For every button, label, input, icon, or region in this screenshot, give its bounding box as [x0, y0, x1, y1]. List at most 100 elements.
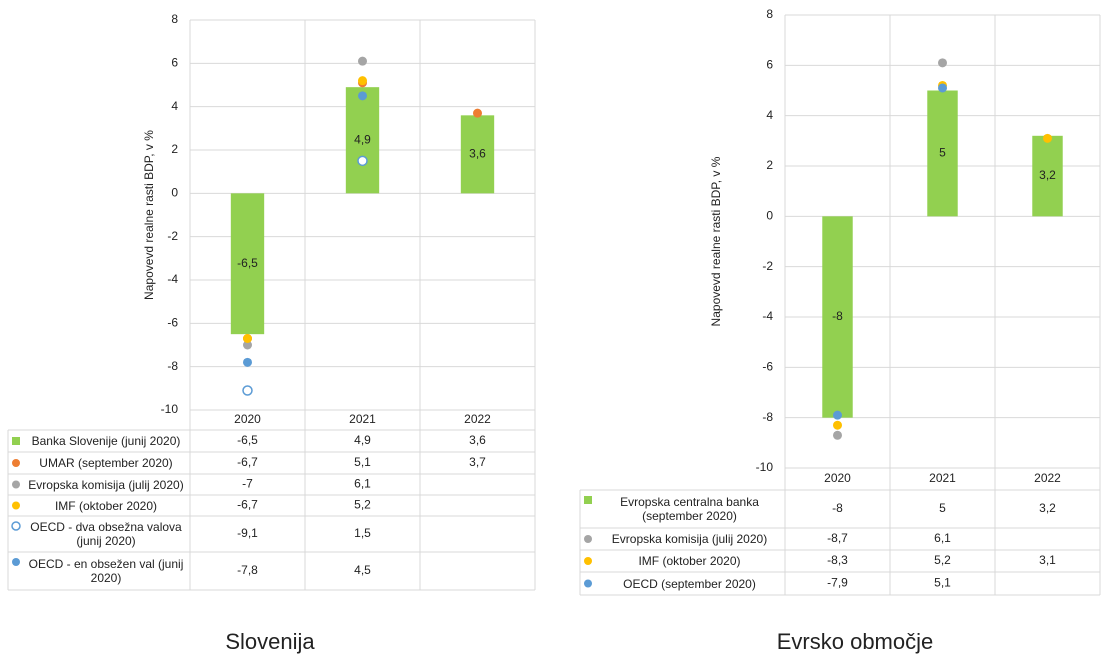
table-cell: 5,1: [354, 455, 371, 469]
y-tick-label: -2: [762, 259, 773, 273]
legend-entry: Evropska komisija (julij 2020): [611, 532, 768, 546]
point: [938, 83, 947, 93]
legend-marker: [584, 535, 592, 543]
bar: [1032, 135, 1063, 217]
table-cell: -9,1: [237, 526, 258, 540]
x-tick-label: 2020: [824, 471, 851, 485]
legend-text: Evropska komisija (julij 2020): [28, 477, 184, 492]
bar: [822, 216, 853, 418]
table-cell: 5,2: [934, 553, 951, 567]
y-tick-label: 0: [766, 209, 773, 223]
legend-text: IMF (oktober 2020): [638, 554, 741, 568]
y-tick-label: 0: [171, 186, 178, 200]
legend-text: OECD - en obsežen val (junij 2020): [28, 557, 184, 585]
table-cell: 6,1: [354, 477, 371, 491]
x-tick-label: 2022: [464, 412, 491, 426]
point: [358, 56, 367, 66]
legend-text: Evropska komisija (julij 2020): [611, 532, 768, 546]
x-tick-label: 2021: [349, 412, 376, 426]
legend-text: Evropska centralna banka (september 2020…: [620, 495, 759, 523]
y-tick-label: -10: [756, 460, 774, 474]
y-tick-label: 2: [171, 142, 178, 156]
legend-entry: OECD (september 2020): [623, 576, 756, 591]
table-cell: 1,5: [354, 526, 371, 540]
chart-title: Evrsko območje: [777, 629, 934, 654]
table-cell: 5,2: [354, 498, 371, 512]
legend-text: OECD (september 2020): [623, 576, 756, 591]
y-tick-label: -8: [762, 410, 773, 424]
y-tick-label: 8: [171, 12, 178, 26]
table-cell: 5,1: [934, 576, 951, 590]
table-cell: -7,9: [827, 576, 848, 590]
point: [243, 334, 252, 343]
point: [833, 420, 842, 430]
table-cell: -7,8: [237, 563, 258, 577]
point: [358, 91, 367, 101]
bar: [230, 193, 265, 335]
y-axis-label: Napovevd realne rasti BDP, v %: [709, 156, 723, 326]
legend-text: OECD - dva obsežna valova (junij 2020): [30, 520, 182, 548]
y-tick-label: -8: [167, 359, 178, 373]
bar-label: 5: [939, 146, 946, 160]
point: [938, 58, 947, 68]
table-cell: 3,2: [1039, 501, 1056, 515]
legend-marker: [12, 501, 20, 510]
table-cell: 4,5: [354, 563, 371, 577]
bar-label: -6,5: [237, 256, 258, 270]
y-tick-label: -6: [167, 316, 178, 330]
legend-marker: [584, 557, 592, 565]
chart-title: Slovenija: [225, 629, 315, 654]
legend-entry: Evropska komisija (julij 2020): [28, 477, 184, 492]
x-tick-label: 2022: [1034, 471, 1061, 485]
legend-entry: OECD - dva obsežna valova (junij 2020): [30, 520, 182, 548]
table-cell: -8: [832, 501, 843, 515]
table-cell: 3,7: [469, 455, 486, 469]
table-cell: 4,9: [354, 433, 371, 447]
table-cell: 3,1: [1039, 553, 1056, 567]
y-axis-label: Napovevd realne rasti BDP, v %: [142, 130, 156, 300]
bar-label: -8: [832, 309, 843, 323]
y-tick-label: -4: [167, 272, 178, 286]
bar: [460, 115, 495, 194]
bar-label: 3,6: [469, 147, 486, 161]
y-tick-label: 4: [171, 99, 178, 113]
legend-entry: IMF (oktober 2020): [55, 499, 157, 513]
y-tick-label: 6: [766, 58, 773, 72]
legend-marker: [12, 459, 20, 467]
point: [1043, 133, 1052, 143]
legend-entry: OECD - en obsežen val (junij 2020): [28, 557, 184, 585]
y-tick-label: -4: [762, 309, 773, 323]
bar: [927, 90, 958, 217]
y-tick-label: 6: [171, 56, 178, 70]
table-cell: -6,5: [237, 433, 258, 447]
y-tick-label: -6: [762, 360, 773, 374]
bar-label: 4,9: [354, 132, 371, 146]
table-cell: 3,6: [469, 433, 486, 447]
table-cell: -7: [242, 477, 253, 491]
y-tick-label: 4: [766, 108, 773, 122]
legend-marker: [584, 579, 592, 588]
legend-entry: Banka Slovenije (junij 2020): [31, 434, 181, 448]
table-cell: -6,7: [237, 498, 258, 512]
y-tick-label: -10: [161, 402, 179, 416]
y-tick-label: 8: [766, 7, 773, 21]
legend-marker: [12, 480, 20, 489]
x-tick-label: 2021: [929, 471, 956, 485]
table-cell: 5: [939, 501, 946, 515]
point: [243, 357, 252, 367]
legend-entry: UMAR (september 2020): [39, 456, 173, 470]
legend-marker: [584, 496, 592, 504]
bar-label: 3,2: [1039, 168, 1056, 182]
legend-marker: [11, 521, 21, 531]
table-cell: -8,7: [827, 531, 848, 545]
x-tick-label: 2020: [234, 412, 261, 426]
table-cell: -6,7: [237, 455, 258, 469]
y-tick-label: 2: [766, 158, 773, 172]
point: [833, 410, 842, 420]
point: [473, 108, 482, 118]
table-cell: 6,1: [934, 531, 951, 545]
legend-text: UMAR (september 2020): [39, 456, 173, 470]
point: [243, 340, 252, 350]
legend-text: Banka Slovenije (junij 2020): [31, 434, 181, 448]
